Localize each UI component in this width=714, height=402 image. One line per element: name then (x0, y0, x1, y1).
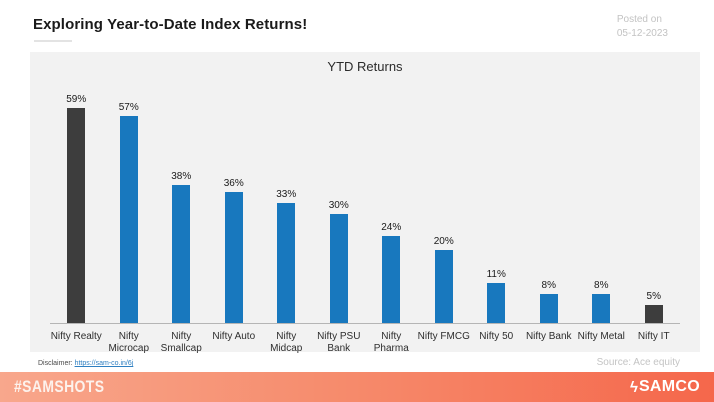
bar-value-label: 8% (541, 280, 556, 291)
bar-nifty-it (644, 305, 663, 323)
bar-nifty-psu-bank (329, 214, 348, 323)
bar-column-nifty-psu-bank: 30% (313, 84, 366, 323)
source-note: Source: Ace equity (596, 357, 680, 368)
x-tick-nifty-50: Nifty 50 (479, 331, 514, 342)
x-tick-nifty-midcap: Nifty Midcap (270, 331, 303, 354)
bar-column-nifty-pharma: 24% (365, 84, 418, 323)
bar-value-label: 24% (381, 222, 402, 233)
x-tick-nifty-realty: Nifty Realty (50, 331, 102, 342)
bar-value-label: 8% (594, 280, 609, 291)
x-tick-nifty-auto: Nifty Auto (212, 331, 256, 342)
x-tick-nifty-it: Nifty IT (637, 331, 670, 342)
bar-nifty-auto (224, 192, 243, 323)
bar-column-nifty-auto: 36% (208, 84, 261, 323)
bar-column-nifty-realty: 59% (50, 84, 103, 323)
bar-value-label: 36% (223, 178, 244, 189)
bar-nifty-realty (67, 108, 86, 323)
x-tick-nifty-microcap: Nifty Microcap (108, 331, 150, 354)
bar-nifty-pharma (382, 236, 401, 323)
bar-nifty-bank (539, 294, 558, 323)
disclaimer-label: Disclaimer: (38, 360, 75, 367)
samco-logo-icon: ϟ (629, 378, 638, 396)
x-tick-nifty-bank: Nifty Bank (525, 331, 572, 342)
title-underline (34, 40, 72, 42)
bar-nifty-microcap (119, 116, 138, 323)
bar-column-nifty-midcap: 33% (260, 84, 313, 323)
disclaimer-note: Disclaimer: https://sam-co.in/6j (38, 360, 133, 367)
posted-on-block: Posted on 05-12-2023 (617, 13, 668, 41)
bar-value-label: 59% (66, 94, 87, 105)
x-tick-nifty-pharma: Nifty Pharma (373, 331, 409, 354)
x-tick-nifty-metal: Nifty Metal (577, 331, 625, 342)
bar-column-nifty-bank: 8% (523, 84, 576, 323)
samco-logo: ϟ SAMCO (630, 378, 700, 396)
bar-column-nifty-50: 11% (470, 84, 523, 323)
x-tick-nifty-fmcg: Nifty FMCG (417, 331, 470, 342)
chart-plot-area: 59% 57% 38% 36% 33% 30% 24% 20% 11% 8% 8% 5% (50, 84, 680, 324)
x-tick-nifty-psu-bank: Nifty PSU Bank (317, 331, 361, 354)
bar-column-nifty-metal: 8% (575, 84, 628, 323)
bar-nifty-metal (592, 294, 611, 323)
bar-value-label: 20% (433, 236, 454, 247)
bar-nifty-50 (487, 283, 506, 323)
x-tick-nifty-smallcap: Nifty Smallcap (160, 331, 202, 354)
bar-value-label: 30% (328, 200, 349, 211)
ytd-returns-chart: YTD Returns 59% 57% 38% 36% 33% 30% 24% 20% 11% 8… (30, 52, 700, 355)
bar-value-label: 5% (646, 291, 661, 302)
chart-x-axis-labels: Nifty Realty Nifty Microcap Nifty Smallcap… (50, 331, 680, 355)
footer-brand-bar: #SAMSHOTS ϟ SAMCO (0, 372, 714, 402)
bar-value-label: 33% (276, 189, 297, 200)
bar-column-nifty-fmcg: 20% (418, 84, 471, 323)
bar-column-nifty-smallcap: 38% (155, 84, 208, 323)
posted-on-label: Posted on (616, 14, 662, 25)
posted-on-date: 05-12-2023 (616, 28, 668, 39)
bar-value-label: 11% (486, 269, 506, 280)
bar-nifty-fmcg (434, 250, 453, 323)
page-title: Exploring Year-to-Date Index Returns! (33, 16, 308, 33)
bar-nifty-smallcap (172, 185, 191, 323)
bar-nifty-midcap (277, 203, 296, 323)
bar-column-nifty-it: 5% (628, 84, 681, 323)
samco-logo-text: SAMCO (638, 378, 700, 395)
bar-column-nifty-microcap: 57% (103, 84, 156, 323)
chart-title: YTD Returns (327, 59, 403, 74)
bar-value-label: 38% (171, 171, 192, 182)
samshots-hashtag: #SAMSHOTS (14, 377, 105, 396)
disclaimer-link[interactable]: https://sam-co.in/6j (74, 360, 134, 367)
bar-value-label: 57% (118, 102, 139, 113)
